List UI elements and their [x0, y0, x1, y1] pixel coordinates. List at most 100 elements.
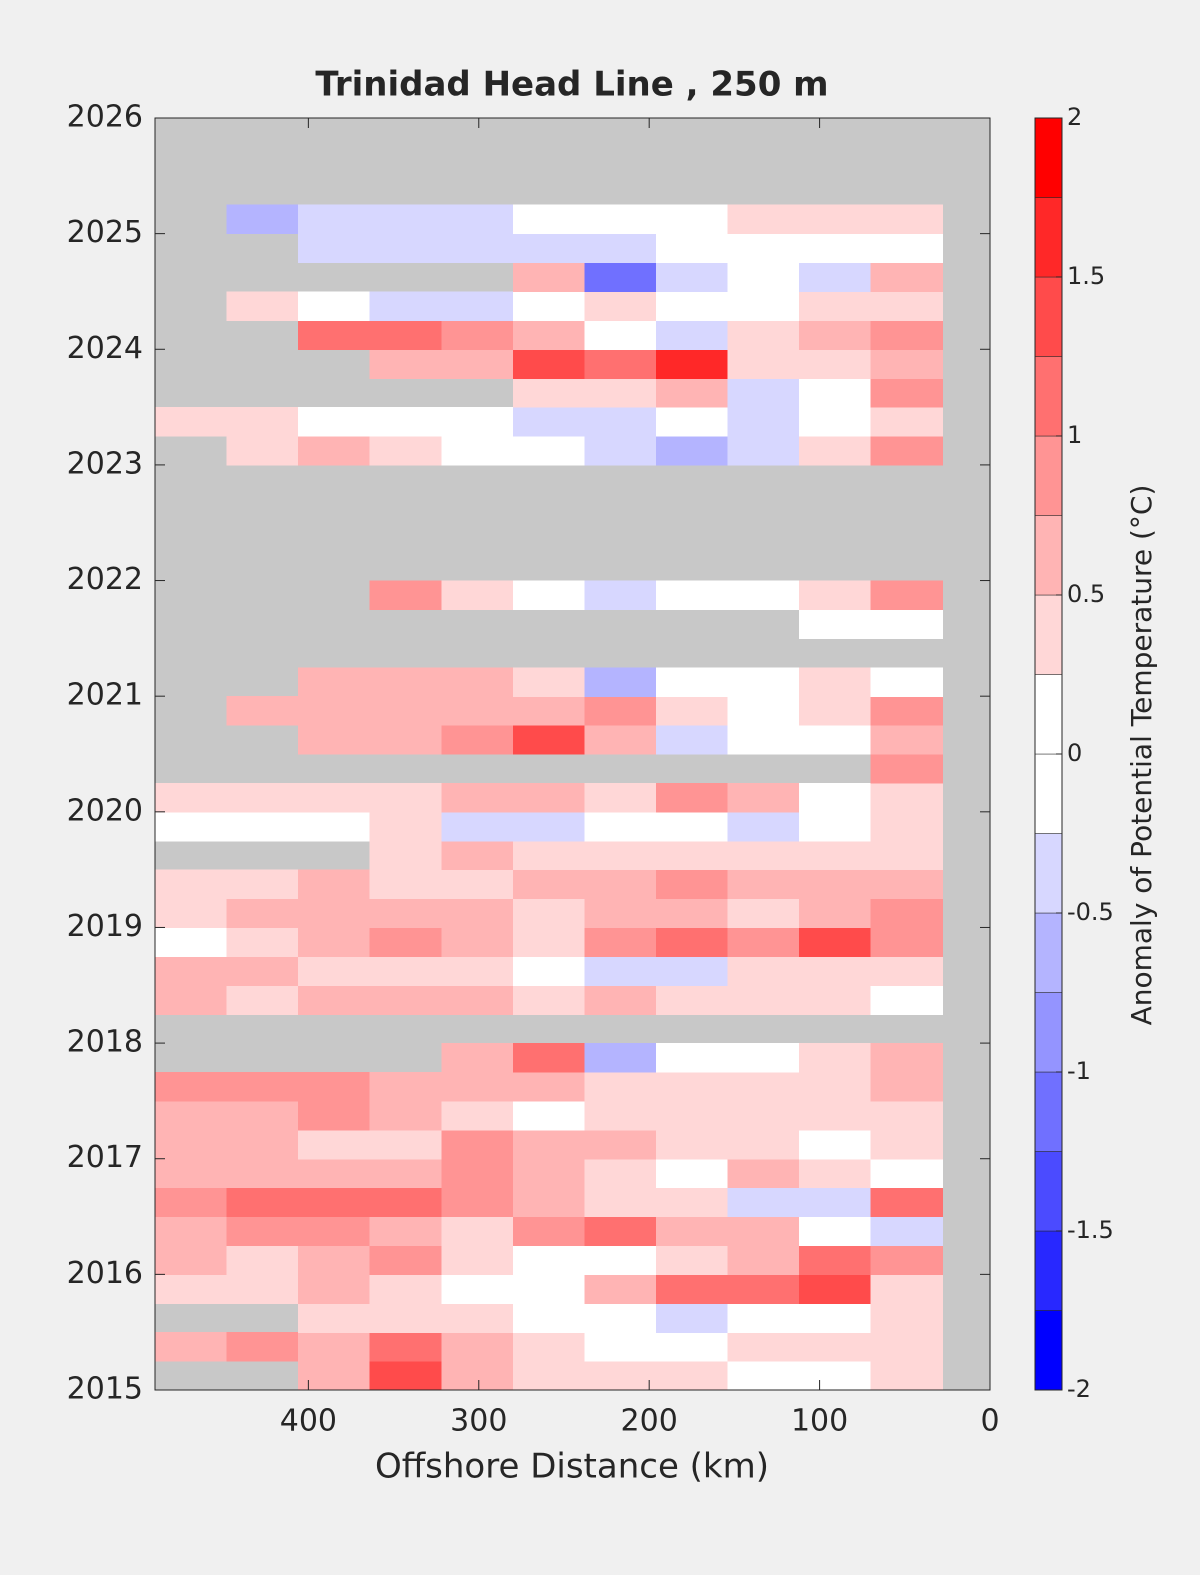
colorbar-bin [1034, 594, 1063, 675]
cell [512, 898, 586, 929]
cell [584, 1361, 657, 1391]
cell [727, 898, 800, 929]
cell [799, 1043, 872, 1073]
colorbar-tick-label: -1 [1067, 1057, 1091, 1085]
cell [799, 609, 872, 639]
cell [226, 204, 299, 235]
cell [799, 898, 872, 929]
cell [298, 667, 371, 697]
cell [727, 349, 800, 379]
plot-frame [154, 117, 991, 1391]
cell [369, 1245, 442, 1275]
colorbar-tick-label: 1 [1067, 421, 1082, 449]
cell [226, 291, 299, 321]
cell [298, 1187, 371, 1218]
cell [727, 320, 800, 350]
cell [441, 580, 514, 611]
y-tick-label: 2018 [67, 1025, 143, 1060]
cell [656, 1332, 729, 1362]
cell [870, 898, 943, 929]
cell [584, 667, 657, 697]
cell [226, 1187, 299, 1218]
colorbar-tick-label: -1.5 [1067, 1216, 1114, 1244]
cell [369, 725, 442, 755]
y-tick-label: 2024 [67, 331, 143, 366]
cell [441, 696, 514, 726]
cell [369, 811, 442, 842]
y-tick-label: 2016 [67, 1256, 143, 1291]
cell [298, 696, 371, 726]
x-axis-label: Offshore Distance (km) [375, 1447, 769, 1487]
cell [298, 1361, 371, 1391]
cell [799, 320, 872, 350]
cell [727, 204, 800, 235]
cell [870, 667, 943, 697]
cell [870, 840, 943, 871]
cell [656, 233, 729, 264]
cell [656, 1303, 729, 1333]
cell [727, 1158, 800, 1189]
cell [369, 1158, 442, 1189]
cell [441, 956, 514, 986]
colorbar-bin [1034, 515, 1063, 596]
colorbar-bin [1034, 356, 1063, 437]
chart-title: Trinidad Head Line , 250 m [315, 65, 828, 105]
cell [226, 1332, 299, 1362]
cell [584, 869, 657, 900]
cell [799, 378, 872, 408]
colorbar-bin [1034, 674, 1063, 755]
cell [799, 840, 872, 871]
cell [656, 1245, 729, 1275]
cell [727, 1129, 800, 1160]
colorbar-bin [1034, 833, 1063, 914]
cell [155, 1187, 228, 1218]
cell [226, 869, 299, 900]
cell [584, 407, 657, 437]
cell [870, 320, 943, 350]
cell [870, 1303, 943, 1333]
cell [298, 320, 371, 350]
cell [727, 436, 800, 466]
cell [727, 696, 800, 726]
cell [226, 1245, 299, 1275]
cell [155, 1100, 228, 1131]
cell [155, 1245, 228, 1275]
colorbar-bin [1034, 992, 1063, 1073]
cell [298, 927, 371, 957]
cell [656, 840, 729, 871]
cell [512, 869, 586, 900]
cell [870, 1158, 943, 1189]
cell [870, 956, 943, 986]
cell [584, 349, 657, 379]
cell [298, 869, 371, 900]
cell [512, 1129, 586, 1160]
colorbar-bin [1034, 1071, 1063, 1152]
colorbar-bin [1034, 197, 1063, 278]
x-tick-label: 200 [621, 1404, 678, 1439]
cell [799, 407, 872, 437]
cell [369, 840, 442, 871]
cell [441, 1043, 514, 1073]
cell [369, 1072, 442, 1102]
cell [727, 407, 800, 437]
cell [369, 407, 442, 437]
cell [799, 956, 872, 986]
cell [512, 782, 586, 813]
cell [799, 1361, 872, 1391]
cell [656, 378, 729, 408]
cell [727, 667, 800, 697]
cell [656, 956, 729, 986]
cell [226, 985, 299, 1015]
cell [298, 725, 371, 755]
cell [155, 407, 228, 437]
cell [870, 291, 943, 321]
y-tick-label: 2015 [67, 1372, 143, 1407]
cell [369, 1361, 442, 1391]
cell [226, 1129, 299, 1160]
y-tick-label: 2022 [67, 562, 143, 597]
cell [155, 927, 228, 957]
cell [727, 1100, 800, 1131]
cell [584, 204, 657, 235]
cell [799, 1100, 872, 1131]
